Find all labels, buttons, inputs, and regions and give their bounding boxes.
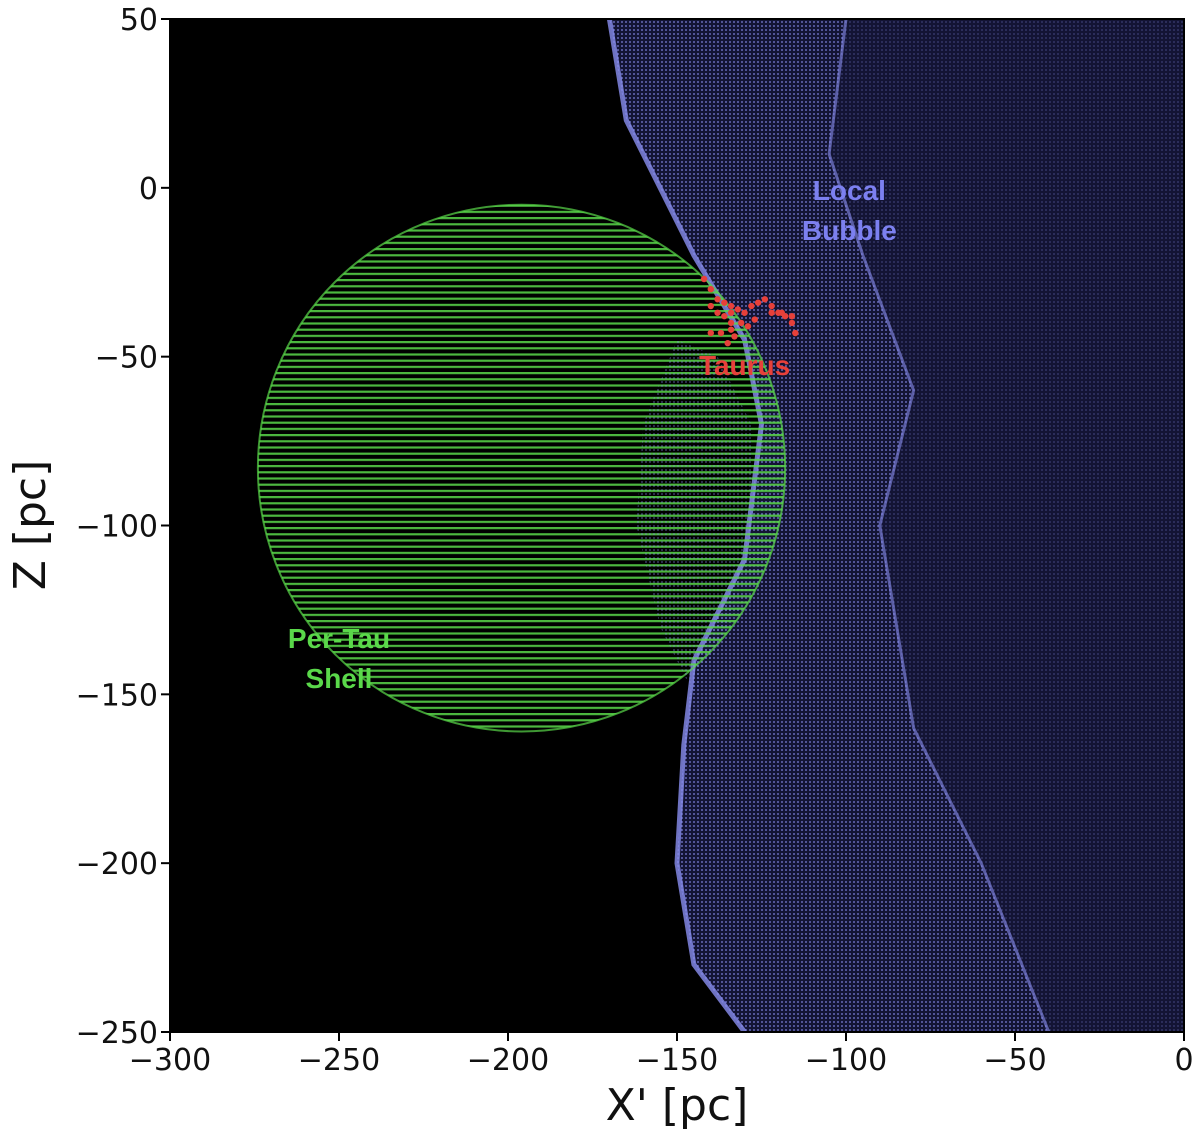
y-tick-label: 0 [139,172,158,207]
annotation-per-tau-shell: Per-Tau Shell [288,623,390,694]
x-axis-ticks: −300 −250 −200 −150 −100 −50 0 [129,1032,1194,1078]
annotation-line: Per-Tau [288,623,390,654]
x-tick-label: −300 [129,1043,211,1078]
y-tick-label: −150 [76,678,158,713]
x-tick-label: −50 [983,1043,1046,1078]
local-bubble-edge-right [827,19,1051,1032]
per-tau-shell-rim [256,203,787,733]
y-tick-label: −200 [76,847,158,882]
taurus-point [751,316,758,323]
taurus-point [727,326,735,333]
taurus-point [744,323,752,330]
taurus-point [741,309,748,316]
taurus-point [714,309,721,316]
taurus-cloud [700,275,799,347]
taurus-point [721,312,728,320]
x-tick-label: −100 [805,1043,887,1078]
local-bubble-surface [606,19,1184,1032]
taurus-point [700,275,708,283]
x-tick-label: −150 [636,1043,718,1078]
taurus-point [707,285,714,293]
taurus-point [721,299,728,306]
annotation-line: Shell [306,663,373,694]
x-axis-label: X' [pc] [606,1080,749,1131]
taurus-point [768,302,775,310]
taurus-point [792,329,799,337]
taurus-point [707,302,714,310]
x-tick-label: −250 [298,1043,380,1078]
y-tick-label: −250 [76,1016,158,1051]
y-axis-label: Z [pc] [5,460,56,591]
y-tick-label: −50 [95,341,158,376]
taurus-point [761,296,769,303]
plot-area [256,19,1184,1032]
taurus-point [714,296,721,303]
annotation-local-bubble: Local Bubble [802,175,897,246]
taurus-point [727,302,735,310]
taurus-point [727,309,735,316]
y-tick-label: −100 [76,510,158,545]
annotation-line: Taurus [699,350,790,381]
taurus-point [738,319,745,327]
taurus-point [731,333,738,340]
taurus-point [788,319,796,327]
taurus-point [778,309,785,316]
annotation-taurus: Taurus [699,350,790,381]
y-axis-ticks: −250 −200 −150 −100 −50 0 50 [76,3,170,1051]
x-tick-label: 0 [1174,1043,1193,1078]
annotations: Local Bubble Taurus Per-Tau Shell [288,175,897,694]
taurus-point [748,302,755,310]
taurus-point [754,299,762,306]
taurus-point [768,309,775,316]
taurus-point [734,306,742,313]
taurus-point [727,319,735,327]
x-tick-label: −200 [467,1043,549,1078]
taurus-point [724,339,731,347]
local-bubble-wall [609,19,1049,1032]
annotation-line: Bubble [802,215,897,246]
bubble-shell-overlap [636,339,752,695]
y-tick-label: 50 [120,3,158,38]
annotation-line: Local [813,175,886,206]
taurus-point [717,329,725,337]
taurus-point [707,329,714,337]
per-tau-shell-surface [256,203,787,733]
taurus-point [788,312,796,320]
per-tau-shell-sphere [257,204,786,732]
